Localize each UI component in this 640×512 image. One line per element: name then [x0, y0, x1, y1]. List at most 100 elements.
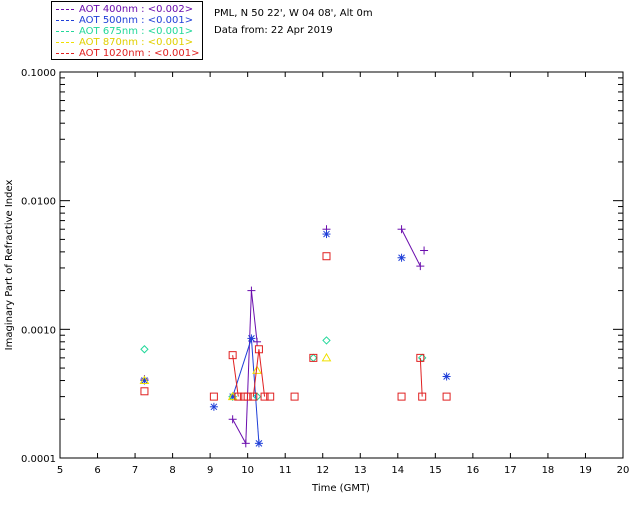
legend-label-870nm: AOT 870nm : <0.001> [79, 37, 194, 48]
legend-label-1020nm: AOT 1020nm : <0.001> [79, 48, 200, 59]
marker-shape [234, 392, 243, 401]
data-point-diamond [417, 353, 427, 363]
legend-item-400nm: AOT 400nm : <0.002> [56, 4, 193, 15]
x-tick-label: 15 [429, 465, 442, 476]
marker-shape [228, 351, 237, 360]
x-tick-label: 20 [617, 465, 630, 476]
marker-shape [140, 387, 149, 396]
legend-swatch-870nm [56, 41, 74, 43]
data-point-square [234, 392, 243, 401]
data-point-plus [420, 246, 429, 255]
data-point-star [397, 253, 406, 262]
data-point-square [249, 392, 258, 401]
legend-item-870nm: AOT 870nm : <0.001> [56, 37, 193, 48]
x-tick-label: 13 [354, 465, 367, 476]
series-line [419, 357, 423, 397]
series-line [232, 355, 239, 397]
location-text: PML, N 50 22', W 04 08', Alt 0m [214, 8, 373, 19]
x-tick-label: 6 [94, 465, 100, 476]
y-tick-label: 0.0100 [21, 197, 56, 208]
data-point-square [140, 387, 149, 396]
marker-shape [209, 392, 218, 401]
x-tick-label: 7 [132, 465, 138, 476]
marker-d2 [443, 373, 450, 380]
y-tick-label: 0.0010 [21, 325, 56, 336]
legend-label-675nm: AOT 675nm : <0.001> [79, 26, 194, 37]
x-tick-label: 11 [279, 465, 292, 476]
data-point-star [254, 439, 263, 448]
x-tick-label: 18 [542, 465, 555, 476]
data-point-square [397, 392, 406, 401]
series-line [232, 419, 247, 444]
series-aot-400nm [140, 225, 429, 448]
date-text: Data from: 22 Apr 2019 [214, 25, 333, 36]
legend-swatch-400nm [56, 8, 74, 10]
data-point-diamond [322, 336, 331, 345]
data-point-square [209, 392, 218, 401]
series-aot-500nm [140, 230, 451, 448]
marker-d2 [210, 403, 218, 411]
marker-shape [139, 375, 150, 385]
marker-shape [249, 392, 258, 401]
x-tick-label: 10 [241, 465, 254, 476]
series-line [250, 290, 258, 342]
data-point-plus [247, 286, 256, 295]
x-tick-label: 16 [466, 465, 479, 476]
data-point-plus [253, 337, 262, 346]
data-point-square [228, 351, 237, 360]
series-line [401, 228, 421, 267]
x-tick-label: 8 [169, 465, 175, 476]
series-line [252, 349, 260, 397]
data-point-plus [397, 225, 406, 234]
series-aot-1020nm [140, 252, 451, 401]
data-point-plus [241, 439, 250, 448]
marker-shape [397, 392, 406, 401]
x-tick-label: 14 [391, 465, 404, 476]
series-line [232, 338, 252, 397]
marker-shape [252, 365, 262, 374]
marker-d2 [398, 254, 405, 262]
marker-shape [418, 392, 427, 401]
marker-shape [290, 392, 299, 401]
marker-shape [416, 353, 425, 362]
data-point-square [322, 252, 331, 261]
y-tick-label: 0.0001 [21, 454, 56, 465]
legend-item-1020nm: AOT 1020nm : <0.001> [56, 48, 199, 59]
legend-label-500nm: AOT 500nm : <0.001> [79, 15, 194, 26]
legend-label-400nm: AOT 400nm : <0.002> [79, 4, 194, 15]
legend-item-675nm: AOT 675nm : <0.001> [56, 26, 193, 37]
marker-shape [322, 336, 331, 345]
data-point-star [209, 402, 218, 411]
x-tick-label: 19 [579, 465, 592, 476]
legend-swatch-500nm [56, 19, 74, 21]
y-tick-label: 0.1000 [21, 68, 56, 79]
marker-shape [140, 345, 149, 354]
data-point-plus [416, 262, 425, 271]
x-tick-label: 5 [57, 465, 63, 476]
marker-shape [442, 392, 451, 401]
data-point-square [266, 392, 275, 401]
data-point-star [322, 230, 331, 239]
x-tick-label: 17 [504, 465, 517, 476]
data-point-triangle [139, 375, 150, 385]
data-point-star [247, 334, 256, 343]
x-tick-label: 9 [207, 465, 213, 476]
series-line [250, 338, 260, 444]
y-axis-label: Imaginary Part of Refractive Index [4, 180, 15, 351]
axes: 5 6 7 8 9 10 11 12 13 14 15 16 17 18 19 20 0.0001 0.0010 0… [21, 68, 629, 476]
marker-shape [266, 392, 275, 401]
data-point-plus [228, 415, 237, 424]
marker-d2 [248, 335, 255, 342]
marker-shape [321, 352, 332, 362]
legend: AOT 400nm : <0.002> AOT 500nm : <0.001> … [51, 1, 203, 60]
marker-d2 [255, 439, 263, 447]
data-point-triangle [252, 365, 262, 374]
data-point-square [416, 353, 425, 362]
marker-shape [309, 353, 318, 362]
data-point-square [309, 353, 318, 362]
data-point-square [442, 392, 451, 401]
data-point-square [260, 392, 269, 401]
plot-frame [59, 71, 624, 459]
data-point-square [243, 392, 252, 401]
